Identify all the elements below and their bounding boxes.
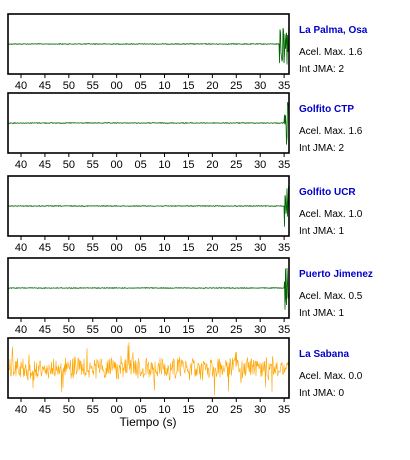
x-tick-label-0-10: 30 <box>254 80 266 92</box>
x-tick-label-2-4: 00 <box>111 242 123 254</box>
panel-frame-1 <box>7 92 290 154</box>
x-tick-label-2-2: 50 <box>63 242 75 254</box>
panels-layer: 40 45 50 55 00 05 10 15 20 25 30 35 La Palma, Osa Ace… <box>7 13 373 416</box>
panel-0: 40 45 50 55 00 05 10 15 20 25 30 35 La Palma, Osa Ace… <box>7 13 368 92</box>
x-tick-label-3-6: 10 <box>158 324 170 336</box>
station-name-1: Golfito CTP <box>299 104 354 115</box>
trace-1 <box>8 102 289 145</box>
trace-3 <box>8 267 289 310</box>
x-tick-label-4-0: 40 <box>15 404 27 416</box>
int-jma-label-2: Int JMA: 1 <box>299 226 344 237</box>
x-tick-label-4-4: 00 <box>111 404 123 416</box>
x-tick-label-2-8: 20 <box>206 242 218 254</box>
x-tick-label-3-8: 20 <box>206 324 218 336</box>
panel-frame-4 <box>7 337 290 399</box>
x-tick-label-0-2: 50 <box>63 80 75 92</box>
x-tick-label-0-4: 00 <box>111 80 123 92</box>
x-tick-label-3-10: 30 <box>254 324 266 336</box>
x-tick-label-2-10: 30 <box>254 242 266 254</box>
x-tick-label-0-9: 25 <box>230 80 242 92</box>
station-name-4: La Sabana <box>299 349 349 360</box>
x-tick-label-0-8: 20 <box>206 80 218 92</box>
acel-max-label-0: Acel. Max. 1.6 <box>299 47 363 58</box>
acel-max-label-4: Acel. Max. 0.0 <box>299 371 363 382</box>
x-tick-label-4-5: 05 <box>134 404 146 416</box>
int-jma-label-1: Int JMA: 2 <box>299 143 344 154</box>
x-tick-label-4-3: 55 <box>87 404 99 416</box>
x-tick-label-1-9: 25 <box>230 159 242 171</box>
x-tick-label-3-11: 35 <box>278 324 290 336</box>
x-tick-label-0-0: 40 <box>15 80 27 92</box>
x-tick-label-0-7: 15 <box>182 80 194 92</box>
trace-group-2 <box>8 185 289 227</box>
x-tick-label-3-2: 50 <box>63 324 75 336</box>
x-tick-label-0-1: 45 <box>39 80 51 92</box>
x-tick-label-2-11: 35 <box>278 242 290 254</box>
x-tick-label-2-7: 15 <box>182 242 194 254</box>
x-tick-label-2-5: 05 <box>134 242 146 254</box>
x-tick-label-1-4: 00 <box>111 159 123 171</box>
panel-2: 40 45 50 55 00 05 10 15 20 25 30 35 Golfito UCR Acel.… <box>7 175 363 254</box>
x-tick-label-4-10: 30 <box>254 404 266 416</box>
x-tick-label-1-5: 05 <box>134 159 146 171</box>
x-tick-label-2-0: 40 <box>15 242 27 254</box>
x-tick-label-3-1: 45 <box>39 324 51 336</box>
trace-group-4 <box>8 342 289 396</box>
x-tick-label-2-3: 55 <box>87 242 99 254</box>
int-jma-label-3: Int JMA: 1 <box>299 308 344 319</box>
x-tick-label-4-6: 10 <box>158 404 170 416</box>
x-tick-label-0-3: 55 <box>87 80 99 92</box>
panel-1: 40 45 50 55 00 05 10 15 20 25 30 35 Golfito CTP Acel.… <box>7 92 363 171</box>
trace-group-0 <box>8 18 289 65</box>
x-tick-label-0-6: 10 <box>158 80 170 92</box>
panel-3: 40 45 50 55 00 05 10 15 20 25 30 35 Puerto Jimenez Ac… <box>7 257 373 336</box>
trace-4 <box>8 342 289 396</box>
x-tick-label-0-5: 05 <box>134 80 146 92</box>
int-jma-label-0: Int JMA: 2 <box>299 64 344 75</box>
x-tick-label-1-3: 55 <box>87 159 99 171</box>
x-axis-title: Tiempo (s) <box>120 415 177 429</box>
x-tick-label-1-1: 45 <box>39 159 51 171</box>
x-tick-label-3-7: 15 <box>182 324 194 336</box>
panel-frame-0 <box>7 13 290 75</box>
acel-max-label-1: Acel. Max. 1.6 <box>299 126 363 137</box>
x-tick-label-3-0: 40 <box>15 324 27 336</box>
x-tick-label-2-1: 45 <box>39 242 51 254</box>
x-tick-label-2-9: 25 <box>230 242 242 254</box>
x-tick-label-2-6: 10 <box>158 242 170 254</box>
x-tick-label-1-8: 20 <box>206 159 218 171</box>
station-name-3: Puerto Jimenez <box>299 269 373 280</box>
x-tick-label-4-8: 20 <box>206 404 218 416</box>
panel-frame-2 <box>7 175 290 237</box>
x-tick-label-1-2: 50 <box>63 159 75 171</box>
trace-group-1 <box>8 102 289 145</box>
x-tick-label-4-1: 45 <box>39 404 51 416</box>
trace-0 <box>8 18 289 65</box>
x-tick-label-0-11: 35 <box>278 80 290 92</box>
panel-frame-3 <box>7 257 290 319</box>
x-tick-label-1-7: 15 <box>182 159 194 171</box>
x-tick-label-1-11: 35 <box>278 159 290 171</box>
x-tick-label-1-0: 40 <box>15 159 27 171</box>
x-tick-label-4-11: 35 <box>278 404 290 416</box>
x-tick-label-4-2: 50 <box>63 404 75 416</box>
trace-2 <box>8 185 289 227</box>
x-tick-label-3-3: 55 <box>87 324 99 336</box>
acel-max-label-2: Acel. Max. 1.0 <box>299 209 363 220</box>
x-tick-label-3-5: 05 <box>134 324 146 336</box>
x-tick-label-1-6: 10 <box>158 159 170 171</box>
panel-4: 40 45 50 55 00 05 10 15 20 25 30 35 La Sabana Acel. M… <box>7 337 363 416</box>
x-tick-label-1-10: 30 <box>254 159 266 171</box>
station-name-0: La Palma, Osa <box>299 25 368 36</box>
station-name-2: Golfito UCR <box>299 187 356 198</box>
int-jma-label-4: Int JMA: 0 <box>299 388 344 399</box>
trace-group-3 <box>8 267 289 310</box>
x-tick-label-3-9: 25 <box>230 324 242 336</box>
x-tick-label-4-7: 15 <box>182 404 194 416</box>
acel-max-label-3: Acel. Max. 0.5 <box>299 291 363 302</box>
x-tick-label-4-9: 25 <box>230 404 242 416</box>
x-tick-label-3-4: 00 <box>111 324 123 336</box>
